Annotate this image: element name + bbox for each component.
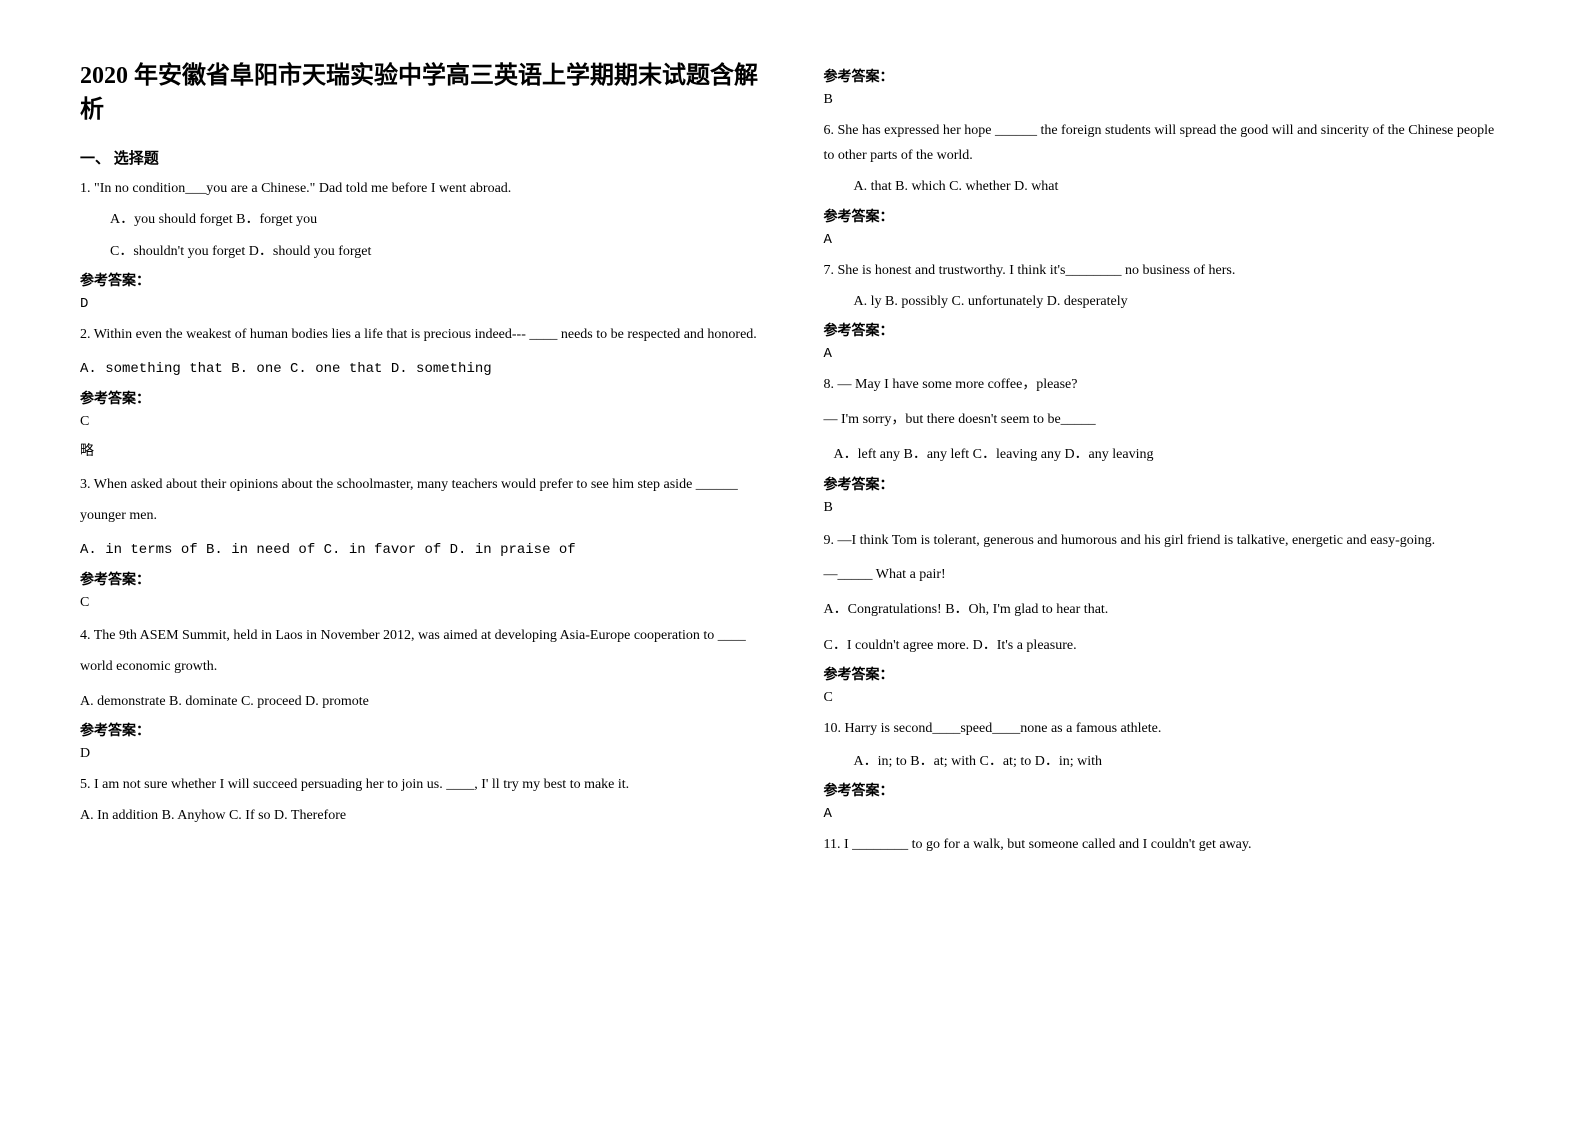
- q9-opts2: C．I couldn't agree more. D．It's a pleasu…: [824, 633, 1508, 658]
- q9-stem2: —_____ What a pair!: [824, 562, 1508, 587]
- q6-opts: A. that B. which C. whether D. what: [824, 174, 1508, 199]
- q5-stem: 5. I am not sure whether I will succeed …: [80, 772, 764, 797]
- q7-opts: A. ly B. possibly C. unfortunately D. de…: [824, 289, 1508, 314]
- q2-answer-label: 参考答案：: [80, 388, 764, 408]
- doc-title: 2020 年安徽省阜阳市天瑞实验中学高三英语上学期期末试题含解析: [80, 60, 764, 127]
- q9-stem1: 9. —I think Tom is tolerant, generous an…: [824, 526, 1508, 557]
- q1-answer-label: 参考答案：: [80, 270, 764, 290]
- q1-opts-line2: C．shouldn't you forget D．should you forg…: [80, 239, 764, 264]
- q7-answer-label: 参考答案：: [824, 320, 1508, 340]
- q8-answer: B: [824, 500, 1508, 516]
- q8-opts: A．left any B．any left C．leaving any D．an…: [824, 442, 1508, 467]
- q10-opts: A．in; to B．at; with C．at; to D．in; with: [824, 749, 1508, 774]
- q9-answer: C: [824, 690, 1508, 706]
- q8-stem1: 8. — May I have some more coffee，please?: [824, 372, 1508, 397]
- q8-stem2: — I'm sorry，but there doesn't seem to be…: [824, 407, 1508, 432]
- q5-answer: B: [824, 92, 1508, 108]
- q1-answer: D: [80, 296, 764, 312]
- q7-answer: A: [824, 346, 1508, 362]
- q8-answer-label: 参考答案：: [824, 474, 1508, 494]
- q2-stem: 2. Within even the weakest of human bodi…: [80, 322, 764, 347]
- q1-opts-line1: A．you should forget B．forget you: [80, 207, 764, 232]
- q2-opts: A. something that B. one C. one that D. …: [80, 357, 764, 382]
- q11-stem: 11. I ________ to go for a walk, but som…: [824, 832, 1508, 857]
- q4-answer-label: 参考答案：: [80, 720, 764, 740]
- q5-answer-label: 参考答案：: [824, 66, 1508, 86]
- q3-answer: C: [80, 595, 764, 611]
- left-column: 2020 年安徽省阜阳市天瑞实验中学高三英语上学期期末试题含解析 一、 选择题 …: [80, 60, 764, 863]
- q7-stem: 7. She is honest and trustworthy. I thin…: [824, 258, 1508, 283]
- q2-note: 略: [80, 440, 764, 460]
- q4-answer: D: [80, 746, 764, 762]
- q2-answer: C: [80, 414, 764, 430]
- q10-answer: A: [824, 806, 1508, 822]
- q3-opts: A. in terms of B. in need of C. in favor…: [80, 538, 764, 563]
- q10-answer-label: 参考答案：: [824, 780, 1508, 800]
- q6-answer-label: 参考答案：: [824, 206, 1508, 226]
- section-header: 一、 选择题: [80, 147, 764, 168]
- q9-answer-label: 参考答案：: [824, 664, 1508, 684]
- right-column: 参考答案： B 6. She has expressed her hope __…: [824, 60, 1508, 863]
- q6-answer: A: [824, 232, 1508, 248]
- q4-opts: A. demonstrate B. dominate C. proceed D.…: [80, 689, 764, 714]
- q10-stem: 10. Harry is second____speed____none as …: [824, 716, 1508, 741]
- q6-stem: 6. She has expressed her hope ______ the…: [824, 118, 1508, 168]
- q3-stem: 3. When asked about their opinions about…: [80, 470, 764, 532]
- q3-answer-label: 参考答案：: [80, 569, 764, 589]
- q4-stem: 4. The 9th ASEM Summit, held in Laos in …: [80, 621, 764, 683]
- q9-opts1: A．Congratulations! B．Oh, I'm glad to hea…: [824, 597, 1508, 622]
- q1-stem: 1. "In no condition___you are a Chinese.…: [80, 176, 764, 201]
- q5-opts: A. In addition B. Anyhow C. If so D. The…: [80, 803, 764, 828]
